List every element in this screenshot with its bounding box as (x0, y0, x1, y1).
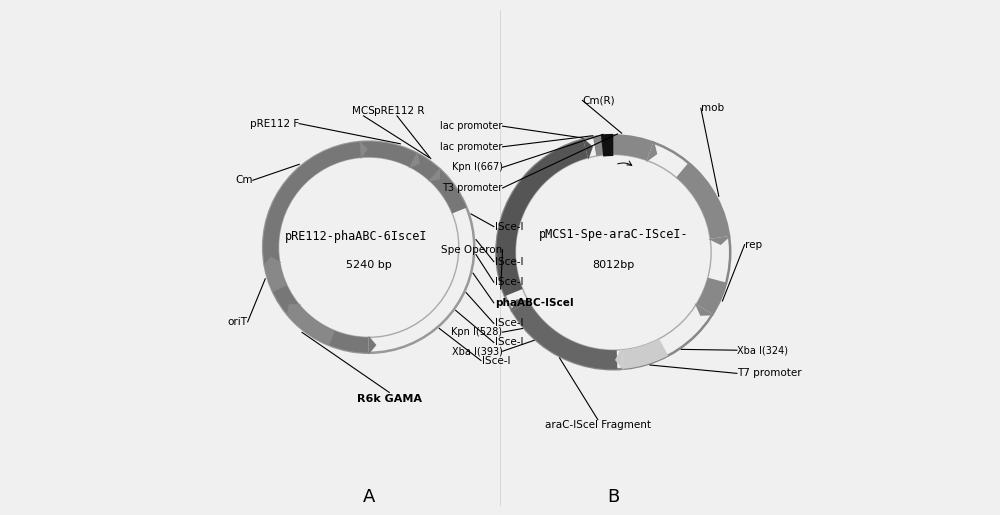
Polygon shape (696, 278, 726, 314)
Text: pRE112-phaABC-6IsceI: pRE112-phaABC-6IsceI (285, 230, 427, 244)
Text: A: A (362, 488, 375, 506)
Polygon shape (287, 304, 301, 316)
Polygon shape (601, 134, 613, 157)
Text: ISce-I: ISce-I (495, 256, 523, 267)
Text: R6k GAMA: R6k GAMA (357, 394, 422, 404)
Text: rep: rep (745, 239, 762, 250)
Text: oriT: oriT (228, 317, 248, 327)
Polygon shape (496, 140, 588, 296)
Text: T3 promoter: T3 promoter (442, 183, 503, 193)
Text: Cm: Cm (235, 175, 253, 185)
Text: Kpn I(667): Kpn I(667) (452, 162, 503, 173)
Text: Cm(R): Cm(R) (582, 95, 615, 106)
Text: B: B (607, 488, 619, 506)
Polygon shape (646, 141, 657, 162)
Text: Xba I(393): Xba I(393) (452, 346, 503, 356)
Polygon shape (676, 163, 729, 239)
Text: Xba I(324): Xba I(324) (737, 345, 788, 355)
Polygon shape (273, 142, 361, 209)
Text: phaABC-ISceI: phaABC-ISceI (495, 298, 574, 308)
Text: ISce-I: ISce-I (482, 355, 510, 366)
Polygon shape (593, 135, 653, 160)
Text: pRE112 R: pRE112 R (374, 106, 424, 116)
Text: mob: mob (701, 103, 724, 113)
Text: lac promoter: lac promoter (440, 142, 503, 152)
Text: Spe Operon: Spe Operon (441, 245, 503, 255)
Polygon shape (428, 167, 440, 181)
Text: MCS: MCS (352, 106, 375, 116)
Text: Kpn I(528): Kpn I(528) (451, 327, 503, 337)
Text: pMCS1-Spe-araC-ISceI-: pMCS1-Spe-araC-ISceI- (538, 228, 688, 241)
Polygon shape (583, 138, 593, 160)
Text: pRE112 F: pRE112 F (250, 118, 299, 129)
Polygon shape (512, 301, 617, 369)
Polygon shape (288, 305, 335, 345)
Text: 5240 bp: 5240 bp (346, 260, 392, 270)
Polygon shape (359, 141, 368, 159)
Polygon shape (409, 152, 420, 168)
Text: ISce-I: ISce-I (495, 221, 523, 232)
Polygon shape (369, 336, 376, 354)
Text: lac promoter: lac promoter (440, 121, 503, 131)
Polygon shape (510, 299, 530, 312)
Polygon shape (695, 303, 714, 316)
Polygon shape (411, 154, 439, 180)
Text: ISce-I: ISce-I (495, 277, 523, 287)
Text: 8012bp: 8012bp (592, 260, 634, 270)
Polygon shape (387, 144, 417, 167)
Polygon shape (263, 256, 281, 266)
Text: araC-ISceI Fragment: araC-ISceI Fragment (545, 420, 651, 430)
Text: T7 promoter: T7 promoter (737, 368, 802, 379)
Polygon shape (615, 348, 624, 371)
Polygon shape (708, 236, 731, 245)
Polygon shape (265, 263, 287, 292)
Polygon shape (622, 339, 668, 369)
Text: ISce-I: ISce-I (495, 337, 523, 348)
Polygon shape (263, 142, 467, 353)
Text: ISce-I: ISce-I (495, 318, 523, 329)
